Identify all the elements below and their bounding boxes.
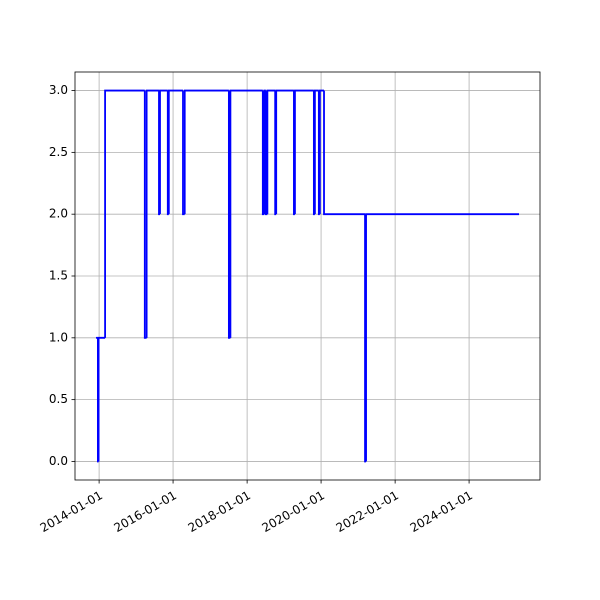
y-tick-label: 0.0: [49, 454, 68, 468]
step-segment: [158, 90, 160, 216]
step-segment: [312, 90, 315, 216]
y-tick-label: 1.0: [49, 330, 68, 344]
step-segment: [229, 89, 263, 338]
x-tick-label: 2016-01-01: [112, 488, 179, 535]
x-tick-label: 2024-01-01: [408, 488, 475, 535]
x-tick-label: 2014-01-01: [38, 488, 105, 535]
x-tick-label: 2020-01-01: [260, 488, 327, 535]
y-tick-label: 2.5: [49, 145, 68, 159]
step-segment: [313, 89, 319, 215]
step-segment: [145, 89, 159, 338]
x-tick-label: 2022-01-01: [334, 488, 401, 535]
x-tick-label: 2018-01-01: [186, 488, 253, 535]
step-segment: [317, 90, 320, 216]
y-tick-label: 3.0: [49, 83, 68, 97]
y-tick-label: 0.5: [49, 392, 68, 406]
step-segment: [166, 90, 169, 216]
step-segment: [275, 89, 294, 215]
step-segment: [266, 89, 276, 215]
step-segment: [97, 336, 106, 462]
step-segment: [274, 90, 277, 216]
step-segment: [364, 214, 367, 463]
step-segment: [182, 90, 185, 216]
step-segment: [293, 90, 295, 216]
step-segment: [159, 89, 168, 215]
y-tick-label: 2.0: [49, 207, 68, 221]
y-tick-label: 1.5: [49, 269, 68, 283]
step-segment: [318, 89, 325, 215]
step-segment: [167, 89, 183, 215]
step-segment: [183, 89, 229, 215]
plot-frame: [74, 71, 541, 481]
step-segment: [365, 213, 520, 462]
step-segment: [323, 90, 366, 216]
step-segment: [264, 90, 268, 216]
step-segment: [261, 90, 265, 216]
step-segment: [294, 89, 314, 215]
step-segment: [104, 89, 145, 338]
